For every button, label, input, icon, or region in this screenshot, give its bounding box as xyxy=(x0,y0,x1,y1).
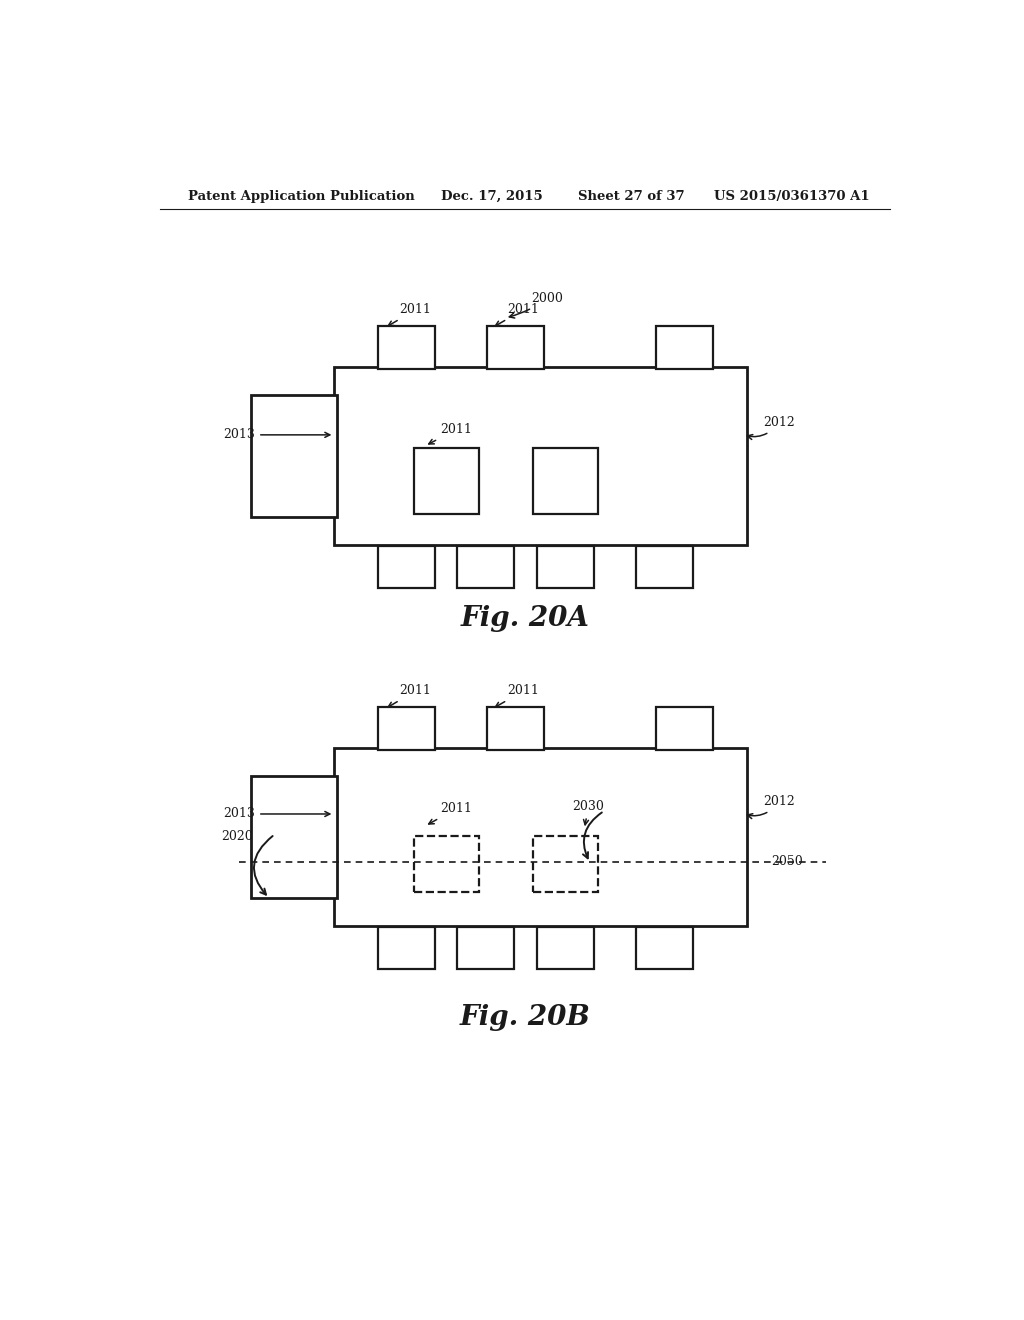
Bar xyxy=(537,927,594,969)
Text: Fig. 20A: Fig. 20A xyxy=(461,606,589,632)
Bar xyxy=(486,326,544,368)
Text: 2050: 2050 xyxy=(771,855,803,869)
Text: 2011: 2011 xyxy=(388,304,431,326)
Bar xyxy=(334,748,748,925)
Bar xyxy=(378,545,435,589)
Text: 2012: 2012 xyxy=(748,795,795,818)
Text: US 2015/0361370 A1: US 2015/0361370 A1 xyxy=(714,190,869,202)
Bar xyxy=(414,447,479,515)
Bar xyxy=(378,326,435,368)
Text: 2011: 2011 xyxy=(429,803,472,824)
Bar xyxy=(636,927,693,969)
Text: Patent Application Publication: Patent Application Publication xyxy=(187,190,415,202)
Bar xyxy=(251,395,337,517)
Bar xyxy=(414,837,479,892)
Bar xyxy=(655,708,713,750)
Text: 2012: 2012 xyxy=(748,416,795,440)
Text: 2013: 2013 xyxy=(223,429,330,441)
Bar xyxy=(334,367,748,545)
Text: 2011: 2011 xyxy=(388,685,431,708)
Text: 2030: 2030 xyxy=(572,800,604,825)
Text: 2013: 2013 xyxy=(223,808,330,821)
Bar xyxy=(532,837,598,892)
Bar xyxy=(378,708,435,750)
Text: Fig. 20B: Fig. 20B xyxy=(460,1003,590,1031)
Bar xyxy=(636,545,693,589)
Bar xyxy=(458,545,514,589)
Text: 2011: 2011 xyxy=(429,424,472,444)
Bar xyxy=(537,545,594,589)
Text: 2020: 2020 xyxy=(221,830,253,843)
Bar xyxy=(458,927,514,969)
Bar xyxy=(378,927,435,969)
Bar xyxy=(532,447,598,515)
Text: 2011: 2011 xyxy=(496,304,540,326)
Text: 2000: 2000 xyxy=(509,292,563,318)
Text: 2011: 2011 xyxy=(496,685,540,708)
Bar xyxy=(251,776,337,899)
Bar xyxy=(655,326,713,368)
Text: Sheet 27 of 37: Sheet 27 of 37 xyxy=(578,190,685,202)
Bar xyxy=(486,708,544,750)
Text: Dec. 17, 2015: Dec. 17, 2015 xyxy=(441,190,543,202)
